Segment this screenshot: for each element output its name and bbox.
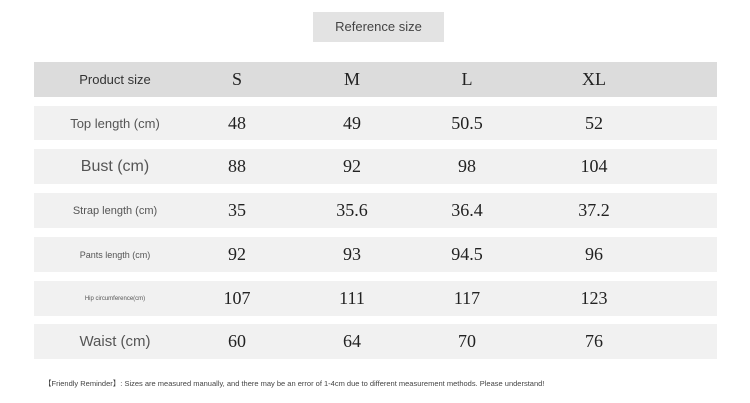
size-value: 98 bbox=[458, 156, 476, 176]
size-value: 35 bbox=[228, 200, 246, 220]
row-label: Strap length (cm) bbox=[72, 204, 158, 217]
size-value: 36.4 bbox=[451, 200, 483, 220]
header-row: Product size S M L XL bbox=[34, 62, 717, 97]
table-row: Hip circumference(cm) 107 111 117 123 bbox=[34, 281, 717, 316]
header-cell: M bbox=[343, 69, 360, 89]
row-label: Waist (cm) bbox=[79, 333, 151, 350]
size-value: 107 bbox=[223, 288, 251, 308]
row-label: Bust (cm) bbox=[80, 157, 150, 175]
size-value: 70 bbox=[458, 331, 476, 351]
size-value: 35.6 bbox=[336, 200, 368, 220]
size-value: 123 bbox=[580, 288, 608, 308]
size-value: 94.5 bbox=[451, 244, 483, 264]
size-value: 49 bbox=[343, 112, 361, 133]
header-cell: Product size bbox=[79, 72, 151, 87]
row-label: Top length (cm) bbox=[70, 115, 160, 131]
table-row: Strap length (cm) 35 35.6 36.4 37.2 bbox=[34, 193, 717, 228]
size-value: 37.2 bbox=[578, 200, 610, 220]
size-value: 50.5 bbox=[451, 112, 483, 133]
size-value: 92 bbox=[228, 244, 246, 264]
title: Reference size bbox=[313, 12, 444, 42]
header-cell: S bbox=[231, 69, 242, 89]
header-cell: XL bbox=[582, 69, 606, 89]
size-value: 96 bbox=[585, 244, 603, 264]
size-value: 117 bbox=[453, 288, 481, 308]
size-value: 93 bbox=[343, 244, 361, 264]
row-label: Hip circumference(cm) bbox=[84, 295, 146, 302]
size-value: 52 bbox=[585, 112, 603, 133]
row-label: Pants length (cm) bbox=[79, 249, 151, 260]
header-cell: L bbox=[461, 69, 473, 89]
size-value: 111 bbox=[339, 288, 365, 308]
size-value: 104 bbox=[580, 156, 608, 176]
table-row: Top length (cm) 48 49 50.5 52 bbox=[34, 106, 717, 140]
table-row: Bust (cm) 88 92 98 104 bbox=[34, 149, 717, 184]
table-row: Pants length (cm) 92 93 94.5 96 bbox=[34, 237, 717, 272]
size-value: 92 bbox=[343, 156, 361, 176]
size-value: 76 bbox=[585, 331, 603, 351]
size-value: 64 bbox=[343, 331, 361, 351]
size-value: 48 bbox=[228, 112, 246, 133]
note: 【Friendly Reminder】: Sizes are measured … bbox=[44, 379, 545, 388]
size-value: 60 bbox=[228, 331, 246, 351]
size-value: 88 bbox=[228, 156, 246, 176]
table-row: Waist (cm) 60 64 70 76 bbox=[34, 324, 717, 359]
